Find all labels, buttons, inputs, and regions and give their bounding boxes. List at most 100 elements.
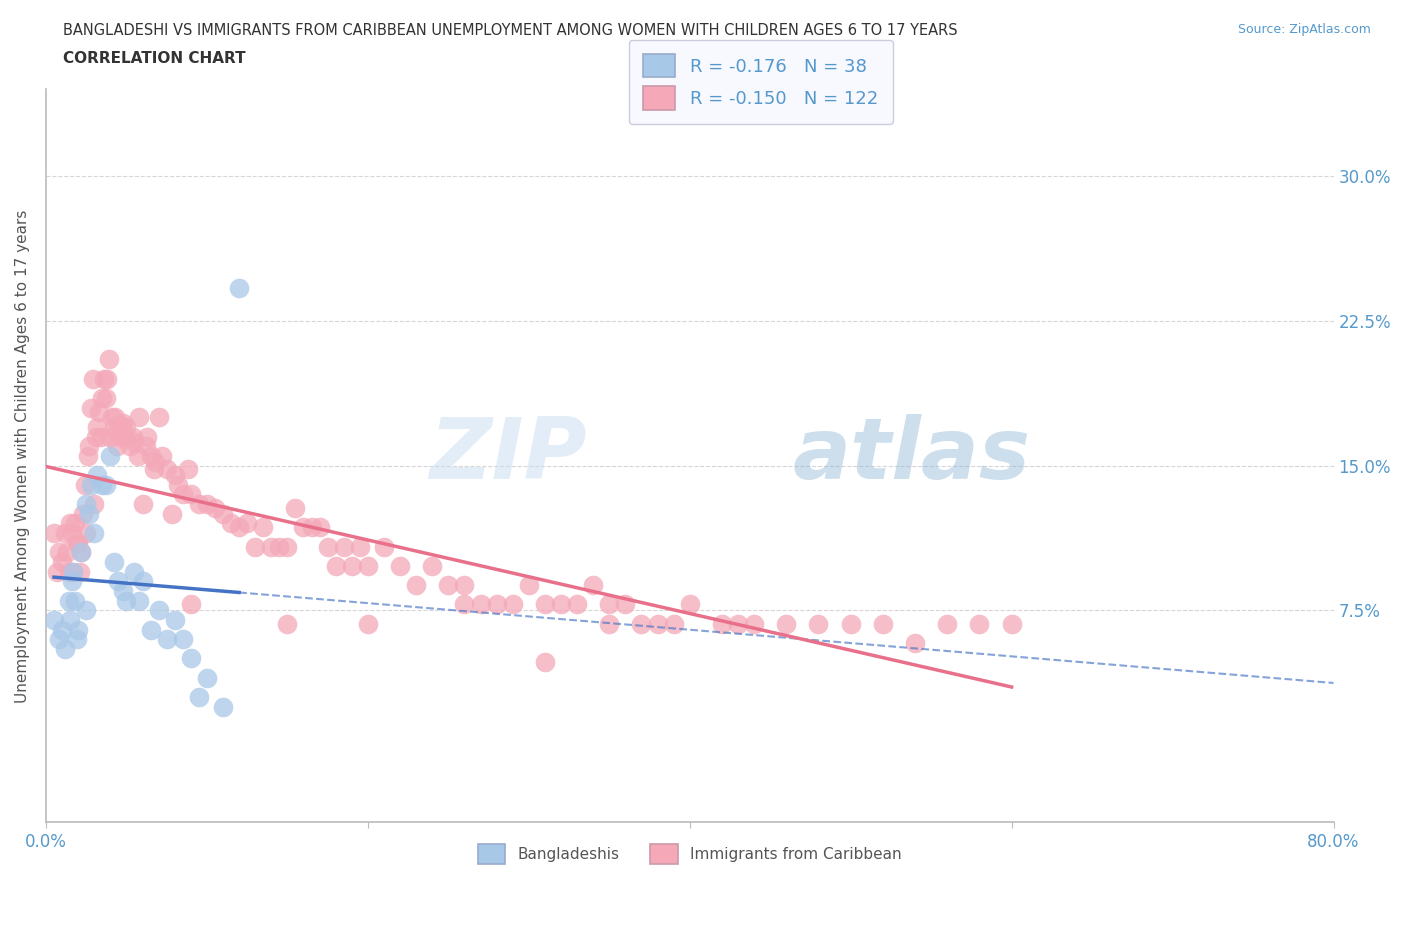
- Point: [180, 597, 202, 612]
- Point: [420, 558, 443, 573]
- Point: [51, 622, 73, 637]
- Point: [534, 655, 557, 670]
- Point: [128, 410, 150, 425]
- Point: [565, 597, 588, 612]
- Point: [67, 622, 90, 637]
- Point: [332, 539, 354, 554]
- Point: [212, 506, 235, 521]
- Point: [75, 497, 97, 512]
- Point: [502, 597, 524, 612]
- Point: [936, 617, 959, 631]
- Point: [517, 578, 540, 592]
- Point: [96, 371, 118, 386]
- Point: [614, 597, 637, 612]
- Point: [284, 500, 307, 515]
- Point: [437, 578, 460, 592]
- Point: [58, 565, 80, 579]
- Point: [76, 448, 98, 463]
- Point: [72, 506, 94, 521]
- Point: [453, 597, 475, 612]
- Point: [136, 429, 159, 444]
- Point: [56, 545, 79, 560]
- Point: [550, 597, 572, 612]
- Text: ZIP: ZIP: [429, 415, 586, 498]
- Point: [108, 429, 131, 444]
- Point: [107, 423, 129, 438]
- Point: [260, 539, 283, 554]
- Point: [727, 617, 749, 631]
- Point: [75, 603, 97, 618]
- Point: [65, 631, 87, 646]
- Point: [534, 597, 557, 612]
- Point: [389, 558, 412, 573]
- Point: [79, 506, 101, 521]
- Point: [139, 622, 162, 637]
- Point: [453, 578, 475, 592]
- Point: [148, 410, 170, 425]
- Point: [84, 429, 107, 444]
- Point: [127, 448, 149, 463]
- Point: [582, 578, 605, 592]
- Point: [160, 506, 183, 521]
- Point: [163, 613, 186, 628]
- Text: CORRELATION CHART: CORRELATION CHART: [63, 51, 246, 66]
- Point: [679, 597, 702, 612]
- Point: [124, 565, 146, 579]
- Point: [93, 371, 115, 386]
- Point: [775, 617, 797, 631]
- Point: [710, 617, 733, 631]
- Point: [145, 454, 167, 469]
- Point: [46, 565, 69, 579]
- Point: [42, 613, 65, 628]
- Point: [103, 554, 125, 569]
- Point: [301, 520, 323, 535]
- Point: [51, 554, 73, 569]
- Point: [156, 462, 179, 477]
- Point: [187, 497, 209, 512]
- Point: [101, 410, 124, 425]
- Point: [485, 597, 508, 612]
- Y-axis label: Unemployment Among Women with Children Ages 6 to 17 years: Unemployment Among Women with Children A…: [15, 209, 30, 702]
- Point: [276, 617, 298, 631]
- Point: [135, 439, 157, 454]
- Point: [180, 651, 202, 666]
- Point: [122, 429, 145, 444]
- Point: [70, 545, 93, 560]
- Point: [373, 539, 395, 554]
- Point: [118, 439, 141, 454]
- Point: [42, 525, 65, 540]
- Point: [598, 597, 620, 612]
- Point: [630, 617, 652, 631]
- Point: [124, 435, 146, 450]
- Point: [70, 545, 93, 560]
- Point: [340, 558, 363, 573]
- Point: [91, 391, 114, 405]
- Point: [75, 525, 97, 540]
- Point: [969, 617, 991, 631]
- Point: [187, 690, 209, 705]
- Point: [107, 574, 129, 589]
- Point: [163, 468, 186, 483]
- Point: [79, 439, 101, 454]
- Point: [115, 593, 138, 608]
- Point: [349, 539, 371, 554]
- Point: [807, 617, 830, 631]
- Point: [63, 516, 86, 531]
- Point: [405, 578, 427, 592]
- Point: [83, 525, 105, 540]
- Point: [292, 520, 315, 535]
- Point: [86, 419, 108, 434]
- Point: [53, 642, 76, 657]
- Point: [69, 565, 91, 579]
- Point: [139, 448, 162, 463]
- Point: [90, 429, 112, 444]
- Point: [316, 539, 339, 554]
- Point: [58, 593, 80, 608]
- Point: [83, 497, 105, 512]
- Point: [103, 419, 125, 434]
- Point: [63, 593, 86, 608]
- Point: [94, 391, 117, 405]
- Point: [252, 520, 274, 535]
- Point: [94, 477, 117, 492]
- Point: [176, 462, 198, 477]
